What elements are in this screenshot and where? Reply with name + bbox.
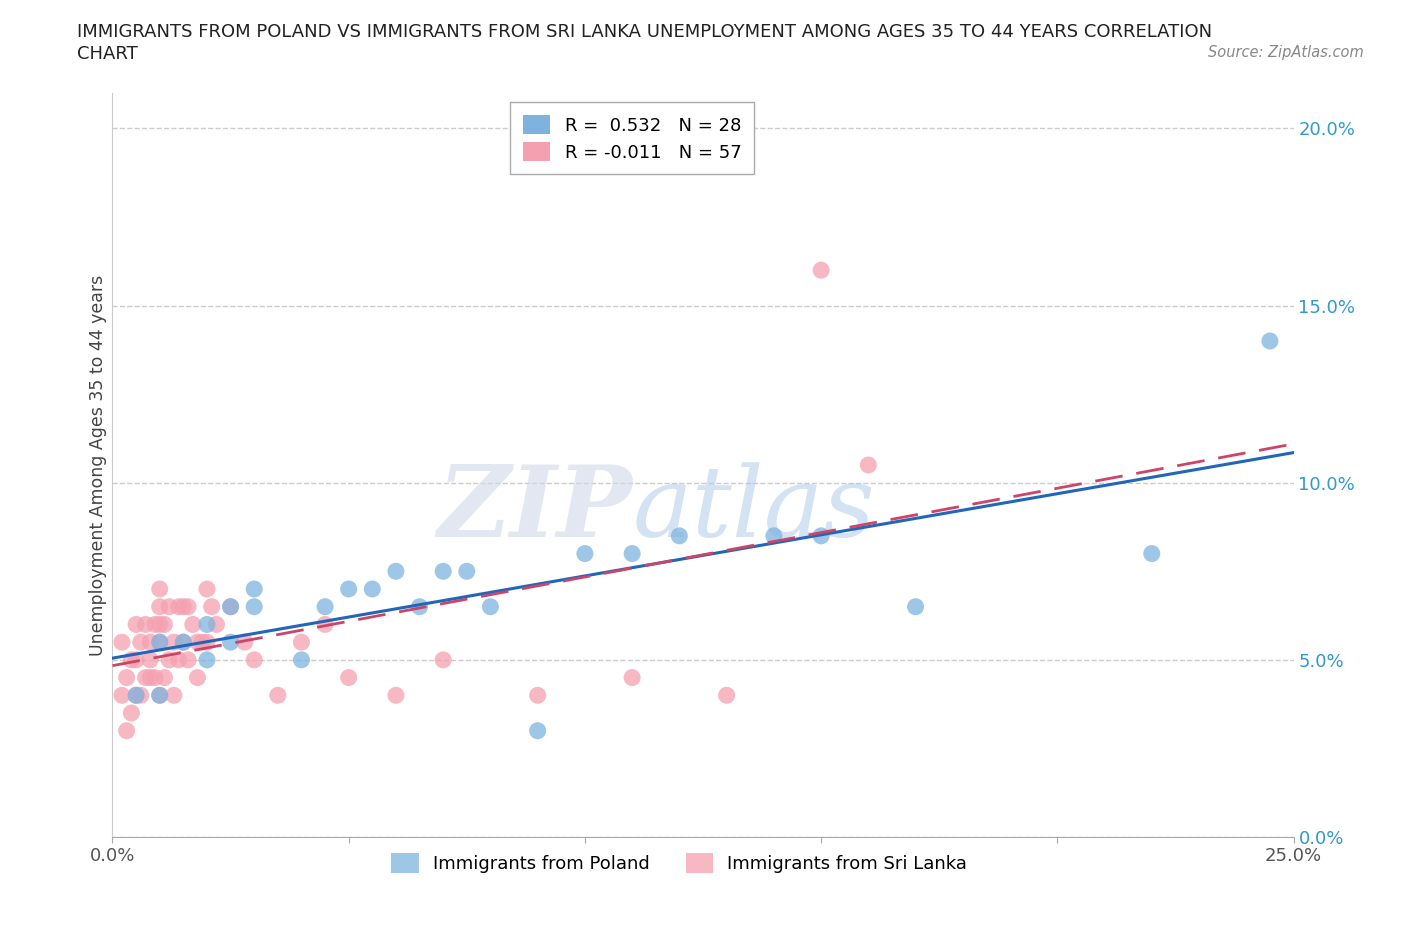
Point bbox=[361, 581, 384, 596]
Point bbox=[149, 688, 172, 703]
Point bbox=[201, 599, 224, 614]
Point bbox=[314, 617, 336, 631]
Point bbox=[149, 634, 172, 649]
Point bbox=[456, 564, 478, 578]
Point bbox=[526, 688, 548, 703]
Point bbox=[205, 617, 228, 631]
Point bbox=[129, 688, 152, 703]
Point bbox=[135, 617, 157, 631]
Point bbox=[143, 617, 166, 631]
Point bbox=[290, 653, 312, 668]
Point bbox=[135, 671, 157, 685]
Point bbox=[143, 671, 166, 685]
Point bbox=[177, 599, 200, 614]
Point bbox=[337, 671, 360, 685]
Point bbox=[432, 653, 454, 668]
Point bbox=[432, 564, 454, 578]
Point bbox=[186, 671, 208, 685]
Point bbox=[129, 634, 152, 649]
Point bbox=[267, 688, 290, 703]
Point bbox=[139, 671, 162, 685]
Point bbox=[149, 688, 172, 703]
Point bbox=[139, 634, 162, 649]
Point bbox=[125, 688, 148, 703]
Point bbox=[195, 581, 218, 596]
Point bbox=[149, 581, 172, 596]
Legend: Immigrants from Poland, Immigrants from Sri Lanka: Immigrants from Poland, Immigrants from … bbox=[384, 845, 974, 880]
Point bbox=[314, 599, 336, 614]
Point bbox=[157, 599, 180, 614]
Point bbox=[219, 634, 242, 649]
Point bbox=[157, 653, 180, 668]
Point bbox=[716, 688, 738, 703]
Point bbox=[621, 671, 644, 685]
Point bbox=[177, 653, 200, 668]
Point bbox=[762, 528, 785, 543]
Text: CHART: CHART bbox=[77, 45, 138, 62]
Point bbox=[111, 634, 134, 649]
Point bbox=[195, 653, 218, 668]
Point bbox=[243, 653, 266, 668]
Point bbox=[858, 458, 880, 472]
Point bbox=[243, 599, 266, 614]
Point bbox=[181, 617, 204, 631]
Point bbox=[153, 671, 176, 685]
Point bbox=[172, 634, 194, 649]
Point bbox=[810, 528, 832, 543]
Point bbox=[111, 688, 134, 703]
Point bbox=[167, 653, 190, 668]
Point bbox=[167, 599, 190, 614]
Text: IMMIGRANTS FROM POLAND VS IMMIGRANTS FROM SRI LANKA UNEMPLOYMENT AMONG AGES 35 T: IMMIGRANTS FROM POLAND VS IMMIGRANTS FRO… bbox=[77, 23, 1212, 41]
Point bbox=[290, 634, 312, 649]
Point bbox=[621, 546, 644, 561]
Point bbox=[186, 634, 208, 649]
Point bbox=[526, 724, 548, 738]
Point bbox=[219, 599, 242, 614]
Text: Source: ZipAtlas.com: Source: ZipAtlas.com bbox=[1208, 45, 1364, 60]
Point bbox=[125, 653, 148, 668]
Y-axis label: Unemployment Among Ages 35 to 44 years: Unemployment Among Ages 35 to 44 years bbox=[89, 274, 107, 656]
Point bbox=[172, 599, 194, 614]
Point bbox=[243, 581, 266, 596]
Point bbox=[810, 262, 832, 277]
Point bbox=[408, 599, 430, 614]
Point bbox=[1140, 546, 1163, 561]
Point bbox=[479, 599, 502, 614]
Point bbox=[125, 617, 148, 631]
Point bbox=[337, 581, 360, 596]
Point bbox=[195, 617, 218, 631]
Point bbox=[1258, 334, 1281, 349]
Point bbox=[149, 599, 172, 614]
Point bbox=[149, 617, 172, 631]
Point bbox=[139, 653, 162, 668]
Point bbox=[172, 634, 194, 649]
Point bbox=[219, 599, 242, 614]
Point bbox=[153, 617, 176, 631]
Point bbox=[233, 634, 256, 649]
Point bbox=[668, 528, 690, 543]
Point bbox=[163, 688, 186, 703]
Point bbox=[120, 706, 142, 721]
Point bbox=[149, 634, 172, 649]
Point bbox=[125, 688, 148, 703]
Point bbox=[195, 634, 218, 649]
Point bbox=[904, 599, 927, 614]
Point bbox=[120, 653, 142, 668]
Point bbox=[385, 564, 408, 578]
Point bbox=[191, 634, 214, 649]
Point bbox=[163, 634, 186, 649]
Point bbox=[574, 546, 596, 561]
Text: atlas: atlas bbox=[633, 462, 875, 557]
Point bbox=[385, 688, 408, 703]
Text: ZIP: ZIP bbox=[437, 461, 633, 558]
Point bbox=[115, 671, 138, 685]
Point bbox=[115, 724, 138, 738]
